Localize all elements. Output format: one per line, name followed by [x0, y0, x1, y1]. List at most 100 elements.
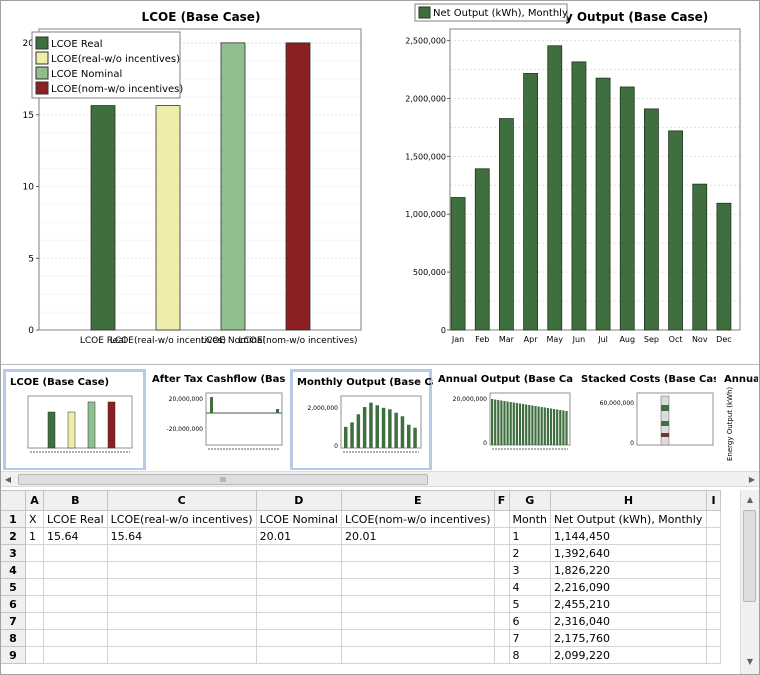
table-cell[interactable]: Net Output (kWh), Monthly [550, 510, 707, 528]
table-cell[interactable]: 2,099,220 [550, 646, 707, 664]
table-cell[interactable] [43, 612, 108, 630]
scroll-left-icon[interactable]: ◀ [4, 475, 12, 484]
table-cell[interactable] [255, 561, 343, 579]
row-header[interactable]: 5 [0, 578, 26, 596]
table-cell[interactable] [493, 595, 510, 613]
table-cell[interactable] [493, 510, 510, 528]
table-cell[interactable] [25, 544, 44, 562]
table-cell[interactable]: 15.64 [106, 527, 257, 545]
table-cell[interactable]: 2,316,040 [550, 612, 707, 630]
table-cell[interactable]: 1,144,450 [550, 527, 707, 545]
column-header-d[interactable]: D [255, 490, 343, 511]
column-header-i[interactable]: I [706, 490, 721, 511]
table-cell[interactable] [706, 544, 721, 562]
vertical-scrollbar[interactable]: ▲ ▼ [740, 490, 759, 674]
table-cell[interactable] [341, 629, 495, 647]
table-cell[interactable] [493, 578, 510, 596]
table-cell[interactable] [106, 578, 257, 596]
table-cell[interactable]: 20.01 [255, 527, 343, 545]
table-cell[interactable]: 6 [508, 612, 552, 630]
table-cell[interactable] [493, 646, 510, 664]
table-cell[interactable] [341, 612, 495, 630]
table-cell[interactable] [706, 527, 721, 545]
table-cell[interactable] [43, 595, 108, 613]
table-cell[interactable] [25, 578, 44, 596]
chart-thumbnail[interactable]: After Tax Cashflow (Base Case) 20,000,000… [148, 369, 288, 470]
table-cell[interactable] [106, 612, 257, 630]
table-cell[interactable]: 2,216,090 [550, 578, 707, 596]
table-cell[interactable] [255, 612, 343, 630]
table-cell[interactable]: LCOE(nom-w/o incentives) [341, 510, 495, 528]
table-cell[interactable] [341, 544, 495, 562]
table-cell[interactable] [25, 629, 44, 647]
row-header[interactable]: 7 [0, 612, 26, 630]
table-cell[interactable] [493, 527, 510, 545]
table-cell[interactable] [493, 612, 510, 630]
horizontal-scroll-thumb[interactable]: III [18, 474, 428, 485]
table-cell[interactable]: 1 [25, 527, 44, 545]
column-header-a[interactable]: A [25, 490, 44, 511]
table-cell[interactable]: 2,455,210 [550, 595, 707, 613]
row-header[interactable]: 4 [0, 561, 26, 579]
row-header[interactable]: 2 [0, 527, 26, 545]
horizontal-scrollbar[interactable]: ◀ III ▶ [0, 471, 760, 487]
row-header[interactable]: 6 [0, 595, 26, 613]
table-cell[interactable] [43, 544, 108, 562]
table-cell[interactable] [106, 595, 257, 613]
table-cell[interactable] [341, 595, 495, 613]
table-cell[interactable]: 8 [508, 646, 552, 664]
column-header-c[interactable]: C [106, 490, 257, 511]
table-cell[interactable] [106, 544, 257, 562]
table-cell[interactable] [706, 629, 721, 647]
table-cell[interactable] [255, 578, 343, 596]
column-header-h[interactable]: H [550, 490, 707, 511]
table-cell[interactable]: 4 [508, 578, 552, 596]
table-cell[interactable] [341, 561, 495, 579]
table-cell[interactable] [106, 646, 257, 664]
table-cell[interactable] [341, 646, 495, 664]
table-cell[interactable] [706, 510, 721, 528]
table-cell[interactable]: 3 [508, 561, 552, 579]
table-cell[interactable] [493, 561, 510, 579]
table-cell[interactable]: LCOE(real-w/o incentives) [106, 510, 257, 528]
column-header-e[interactable]: E [341, 490, 495, 511]
scroll-down-icon[interactable]: ▼ [746, 657, 754, 666]
table-cell[interactable]: 1 [508, 527, 552, 545]
table-cell[interactable]: 2 [508, 544, 552, 562]
table-cell[interactable]: 1,826,220 [550, 561, 707, 579]
table-cell[interactable]: 5 [508, 595, 552, 613]
table-cell[interactable] [255, 544, 343, 562]
column-header-f[interactable]: F [493, 490, 510, 511]
scroll-up-icon[interactable]: ▲ [746, 495, 754, 504]
chart-thumbnail[interactable]: Annual Output (Base Case) Energy Output (… [720, 369, 760, 470]
column-header-g[interactable]: G [508, 490, 552, 511]
chart-thumbnail[interactable]: Stacked Costs (Base Case) 60,000,000 0 [577, 369, 718, 470]
table-cell[interactable]: 15.64 [43, 527, 108, 545]
table-cell[interactable]: 1,392,640 [550, 544, 707, 562]
table-cell[interactable] [25, 646, 44, 664]
row-header[interactable]: 1 [0, 510, 26, 528]
table-cell[interactable] [706, 612, 721, 630]
table-cell[interactable] [706, 595, 721, 613]
table-cell[interactable] [43, 561, 108, 579]
table-cell[interactable]: 20.01 [341, 527, 495, 545]
table-cell[interactable] [25, 612, 44, 630]
column-header-b[interactable]: B [43, 490, 108, 511]
table-cell[interactable] [493, 544, 510, 562]
chart-thumbnail[interactable]: Annual Output (Base Case) 20,000,000 0 [434, 369, 575, 470]
row-header[interactable]: 8 [0, 629, 26, 647]
chart-thumbnail[interactable]: LCOE (Base Case) [3, 369, 146, 470]
chart-thumbnail[interactable]: Monthly Output (Base Case) 2,000,000 0 [290, 369, 433, 470]
scroll-right-icon[interactable]: ▶ [748, 475, 756, 484]
table-cell[interactable]: LCOE Real [43, 510, 108, 528]
table-cell[interactable] [706, 646, 721, 664]
table-cell[interactable]: X [25, 510, 44, 528]
table-cell[interactable] [106, 561, 257, 579]
table-cell[interactable] [25, 561, 44, 579]
table-cell[interactable] [255, 629, 343, 647]
row-header[interactable]: 9 [0, 646, 26, 664]
table-cell[interactable] [43, 629, 108, 647]
table-cell[interactable] [43, 646, 108, 664]
table-cell[interactable] [25, 595, 44, 613]
table-cell[interactable] [706, 561, 721, 579]
